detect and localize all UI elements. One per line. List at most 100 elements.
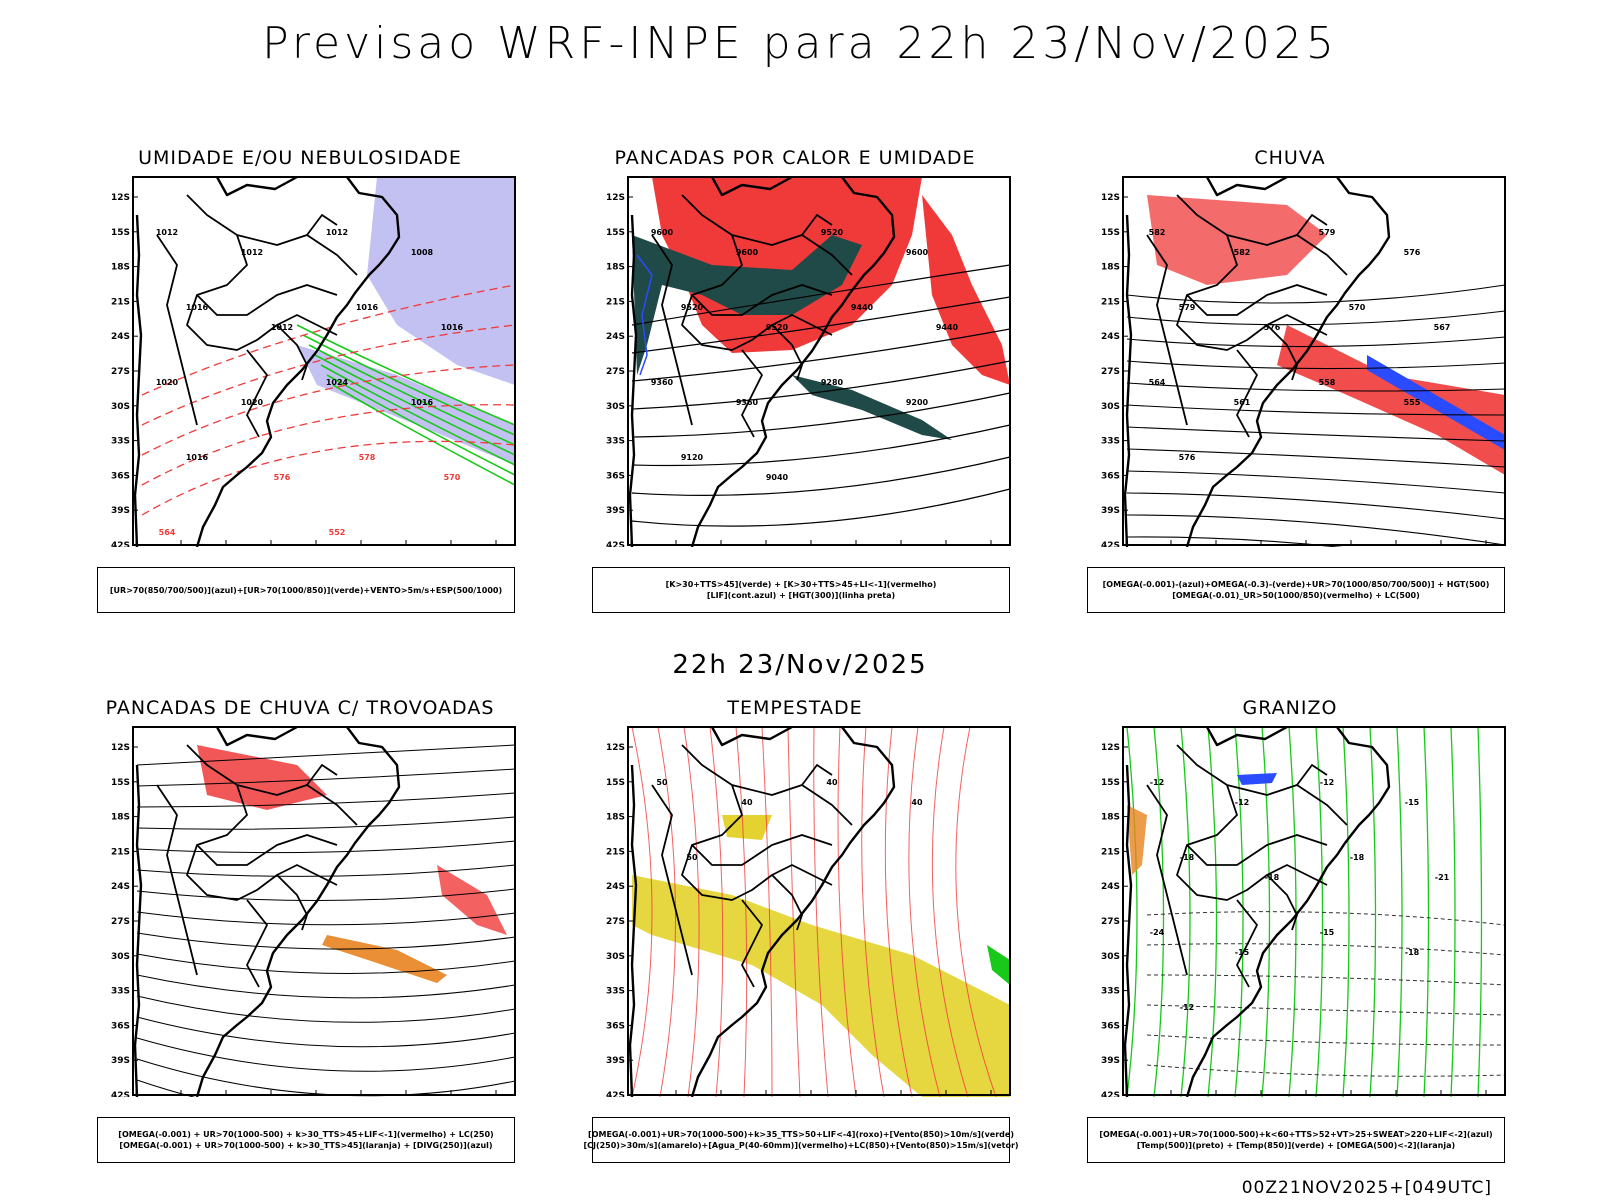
legend-line: [CJ(250)>30m/s](amarelo)+[Agua_P(40-60mm… [583,1141,1019,1150]
precipitable-water-contour [884,726,913,1097]
lat-label: 18S [606,813,625,823]
temperature-850-contour [1369,726,1377,1097]
precipitable-water-contour [709,726,724,1097]
panel-legend: [OMEGA(-0.001) + UR>70(1000-500) + k>30_… [97,1117,515,1163]
lat-label: 12S [111,743,130,753]
streamline [136,840,516,854]
contour-label: 1012 [271,323,293,332]
lat-label: 30S [606,402,625,412]
coastline [1123,175,1391,547]
instability-shading-east [922,195,1010,385]
instability-shading [652,177,922,353]
political-borders [156,194,358,438]
precipitable-water-contour [631,726,653,1097]
precipitable-water-contour [813,726,829,1097]
lat-label: 33S [1101,437,1120,447]
lat-label: 12S [111,193,130,203]
temperature-850-contour [1423,726,1430,1097]
contour-label: 40 [741,798,753,807]
lat-label: 21S [111,847,130,857]
lat-label: 42S [111,1091,130,1097]
lat-label: 36S [111,471,130,481]
forecast-time: 22h 23/Nov/2025 [672,650,928,680]
map-frame [1122,176,1506,546]
map-chuva: 12S15S18S21S24S27S30S33S36S39S42S70W65W6… [1101,175,1506,547]
contour-label: 570 [444,473,461,482]
streamline [1126,382,1506,392]
temperature-850-contour [1477,726,1483,1097]
contour-label: -24 [1150,928,1165,937]
lat-label: 33S [606,437,625,447]
lat-label: 33S [1101,987,1120,997]
contour-label: -12 [1180,1003,1194,1012]
temperature-850-contour [1315,726,1324,1097]
temperature-500-contour [1146,1034,1506,1046]
temperature-500-contour [1146,974,1506,986]
geopotential-contour [631,392,1011,438]
contour-label: 1020 [241,398,264,407]
lat-label: 15S [111,778,130,788]
contour-label: 579 [1179,303,1196,312]
streamline [136,1016,516,1048]
omega-shading [1127,805,1147,875]
contour-label: 9600 [736,248,759,257]
contour-label: 582 [1234,248,1251,257]
contour-label: -15 [1320,928,1335,937]
temperature-850-contour [1450,726,1456,1097]
contour-label: 1024 [326,378,349,387]
lat-label: 12S [606,193,625,203]
contour-label: -12 [1320,778,1334,787]
precipitable-water-contour [931,726,969,1097]
jet-stream-shading [632,875,1010,1097]
contour-label: 50 [686,853,698,862]
lat-label: 18S [111,263,130,273]
contour-label: 1012 [156,228,178,237]
thickness-contour [141,404,516,486]
coastline [1123,725,1391,1097]
contour-label: 9040 [766,473,789,482]
lat-label: 18S [111,813,130,823]
streamline [136,768,516,787]
map-frame [132,176,516,546]
legend-line: [LIF](cont.azul) + [HGT(300)](linha pret… [706,591,896,600]
streamline [1126,514,1506,546]
contour-label: 9440 [851,303,874,312]
contour-label: 552 [329,528,346,537]
rain-north [1147,195,1327,285]
contour-label: 9600 [906,248,929,257]
humidity-low-contour [308,344,516,446]
precipitable-water-contour [761,726,773,1097]
contour-label: 1012 [326,228,348,237]
panel-chuva: CHUVA 12S15S18S21S24S27S30S33S36S39S42S7… [1050,147,1530,627]
contour-label: 9600 [651,228,674,237]
lat-label: 24S [606,882,625,892]
map-frame [627,726,1011,1096]
lat-label: 27S [606,917,625,927]
legend-line: [OMEGA(-0.001)+UR>70(1000-500)+k<60+TTS>… [1099,1130,1493,1139]
lat-label: 39S [606,506,625,516]
precipitable-water-contour [735,726,748,1097]
lat-label: 15S [606,228,625,238]
lat-label: 42S [1101,541,1120,547]
streamline [136,816,516,830]
contour-label: 9440 [936,323,959,332]
streamline [136,995,516,1023]
panel-trovoadas: PANCADAS DE CHUVA C/ TROVOADAS 12S 15S 18S… [60,697,540,1177]
contour-label: 564 [1149,378,1166,387]
coastline [628,175,896,547]
streamline [1126,404,1506,416]
lat-label: 33S [111,437,130,447]
lat-label: 39S [1101,1056,1120,1066]
streamline [136,1037,516,1072]
contour-label: 40 [911,798,923,807]
contour-label: 567 [1434,323,1451,332]
panel-granizo: GRANIZO 12S 15S 18S 21S 24S 27S 30S 33S 36S 39S 42… [1050,697,1530,1177]
legend-line: [K>30+TTS>45](verde) + [K>30+TTS>45+LI<-… [665,580,937,589]
legend-line: [OMEGA(-0.001)+UR>70(1000-500)+k>35_TTS>… [588,1130,1014,1139]
contour-label: -21 [1435,873,1450,882]
contour-label: 9280 [821,378,844,387]
streamline [1126,448,1506,468]
thunderstorm-north [197,745,327,810]
contour-label: 561 [1234,398,1251,407]
contour-label: -12 [1150,778,1164,787]
